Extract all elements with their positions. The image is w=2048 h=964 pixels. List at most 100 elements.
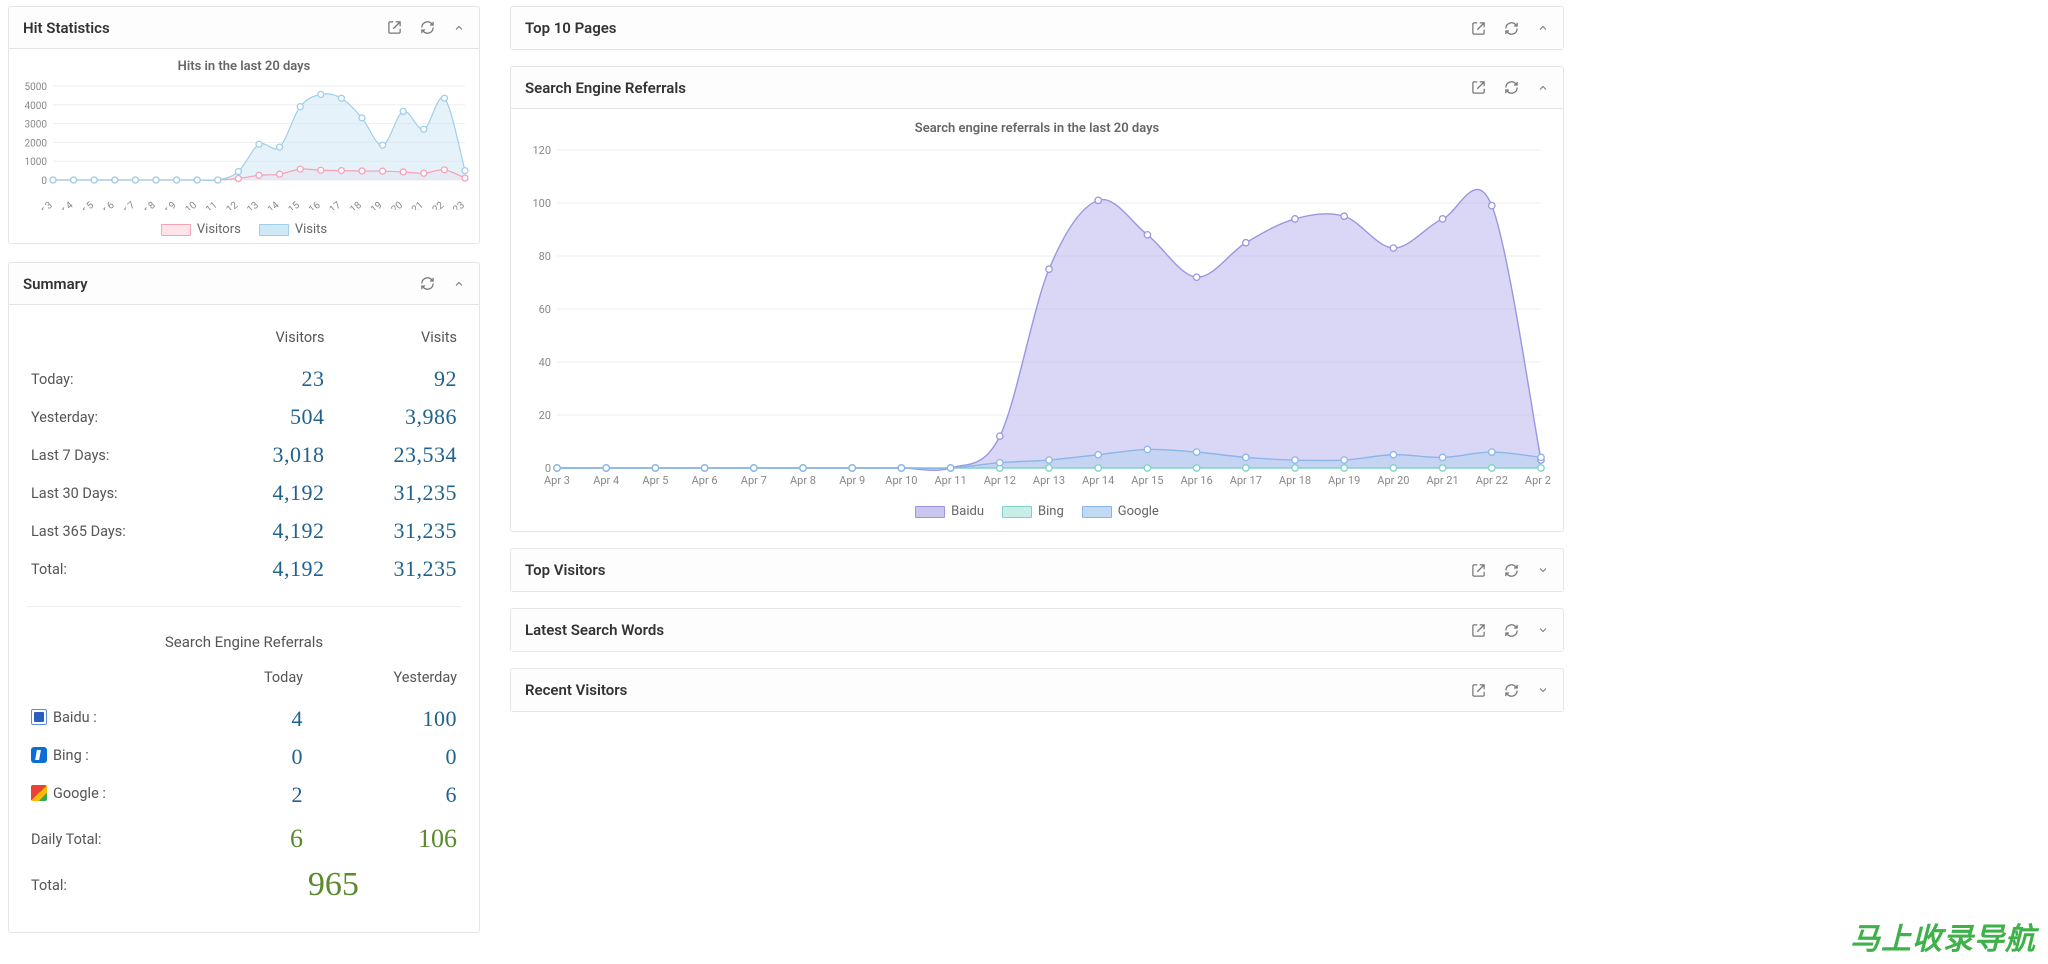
ser-subtitle: Search Engine Referrals bbox=[27, 633, 461, 651]
summary-panel: Summary Visitors Visits Today:2392Yester… bbox=[8, 262, 480, 933]
summary-row: Last 30 Days:4,19231,235 bbox=[27, 474, 461, 512]
svg-text:Apr 3: Apr 3 bbox=[544, 474, 570, 487]
summary-row-visitors: 4,192 bbox=[217, 550, 328, 588]
latest-search-words-title: Latest Search Words bbox=[525, 621, 1471, 639]
expand-icon[interactable] bbox=[1537, 624, 1549, 636]
collapse-icon[interactable] bbox=[1537, 22, 1549, 34]
external-link-icon[interactable] bbox=[1471, 80, 1486, 95]
summary-col-visits: Visits bbox=[329, 323, 462, 360]
refresh-icon[interactable] bbox=[1504, 563, 1519, 578]
google-icon bbox=[31, 785, 47, 801]
engine-label: Baidu : bbox=[27, 700, 206, 738]
collapse-icon[interactable] bbox=[1537, 82, 1549, 94]
hit-chart-container: Hits in the last 20 days 010002000300040… bbox=[9, 49, 479, 243]
svg-text:60: 60 bbox=[539, 303, 551, 316]
refresh-icon[interactable] bbox=[420, 276, 435, 291]
legend-bing: Bing bbox=[1038, 504, 1064, 519]
summary-row: Last 7 Days:3,01823,534 bbox=[27, 436, 461, 474]
svg-text:80: 80 bbox=[539, 250, 551, 263]
hit-chart: 010002000300040005000Apr 3Apr 4Apr 5Apr … bbox=[19, 80, 471, 210]
svg-text:Apr 12: Apr 12 bbox=[984, 474, 1016, 487]
collapse-icon[interactable] bbox=[453, 278, 465, 290]
svg-text:4000: 4000 bbox=[25, 101, 48, 112]
engine-row: Baidu :4100 bbox=[27, 700, 461, 738]
daily-total-row: Daily Total: 6 106 bbox=[27, 814, 461, 860]
latest-search-words-panel: Latest Search Words bbox=[510, 608, 1564, 652]
summary-row-visits: 3,986 bbox=[329, 398, 462, 436]
svg-text:Apr 11: Apr 11 bbox=[935, 474, 967, 487]
top10-header: Top 10 Pages bbox=[511, 7, 1563, 49]
ser-chart-legend: Baidu Bing Google bbox=[525, 504, 1549, 519]
daily-total-yesterday: 106 bbox=[307, 814, 461, 860]
refresh-icon[interactable] bbox=[420, 20, 435, 35]
svg-text:Apr 13: Apr 13 bbox=[1033, 474, 1065, 487]
daily-total-today: 6 bbox=[206, 814, 307, 860]
svg-text:Apr 17: Apr 17 bbox=[1230, 474, 1262, 487]
svg-text:Apr 9: Apr 9 bbox=[839, 474, 865, 487]
ser-table: Today Yesterday Baidu :4100Bing :00Googl… bbox=[27, 663, 461, 910]
svg-text:Apr 10: Apr 10 bbox=[885, 474, 917, 487]
engine-today: 2 bbox=[206, 776, 307, 814]
summary-row-visits: 92 bbox=[329, 360, 462, 398]
hit-chart-legend: Visitors Visits bbox=[19, 222, 469, 237]
engine-yesterday: 100 bbox=[307, 700, 461, 738]
external-link-icon[interactable] bbox=[387, 20, 402, 35]
engine-yesterday: 6 bbox=[307, 776, 461, 814]
summary-row-visitors: 4,192 bbox=[217, 474, 328, 512]
svg-text:Apr 3: Apr 3 bbox=[30, 200, 55, 210]
external-link-icon[interactable] bbox=[1471, 563, 1486, 578]
svg-text:100: 100 bbox=[532, 197, 551, 210]
ser-chart: 020406080100120Apr 3Apr 4Apr 5Apr 6Apr 7… bbox=[525, 140, 1551, 492]
watermark: 马上收录导航 bbox=[1850, 914, 2036, 958]
daily-total-label: Daily Total: bbox=[27, 814, 206, 860]
svg-text:Apr 15: Apr 15 bbox=[1131, 474, 1163, 487]
svg-text:120: 120 bbox=[532, 144, 551, 157]
summary-header: Summary bbox=[9, 263, 479, 305]
svg-text:Apr 20: Apr 20 bbox=[1377, 474, 1409, 487]
ser-col-today: Today bbox=[206, 663, 307, 700]
summary-col-visitors: Visitors bbox=[217, 323, 328, 360]
refresh-icon[interactable] bbox=[1504, 21, 1519, 36]
summary-row: Total:4,19231,235 bbox=[27, 550, 461, 588]
expand-icon[interactable] bbox=[1537, 564, 1549, 576]
summary-row-visitors: 4,192 bbox=[217, 512, 328, 550]
svg-text:20: 20 bbox=[539, 409, 551, 422]
engine-row: Bing :00 bbox=[27, 738, 461, 776]
refresh-icon[interactable] bbox=[1504, 623, 1519, 638]
expand-icon[interactable] bbox=[1537, 684, 1549, 696]
svg-text:Apr 18: Apr 18 bbox=[1279, 474, 1311, 487]
latest-search-words-header: Latest Search Words bbox=[511, 609, 1563, 651]
legend-visits: Visits bbox=[295, 222, 327, 237]
external-link-icon[interactable] bbox=[1471, 21, 1486, 36]
summary-row-label: Yesterday: bbox=[27, 398, 217, 436]
svg-text:2000: 2000 bbox=[25, 138, 48, 149]
svg-text:Apr 21: Apr 21 bbox=[1427, 474, 1459, 487]
summary-row-label: Last 7 Days: bbox=[27, 436, 217, 474]
summary-row: Today:2392 bbox=[27, 360, 461, 398]
hit-statistics-title: Hit Statistics bbox=[23, 19, 387, 37]
refresh-icon[interactable] bbox=[1504, 683, 1519, 698]
summary-row-label: Last 30 Days: bbox=[27, 474, 217, 512]
summary-table: Visitors Visits Today:2392Yesterday:5043… bbox=[27, 323, 461, 588]
svg-text:Apr 6: Apr 6 bbox=[692, 474, 718, 487]
summary-row-visitors: 3,018 bbox=[217, 436, 328, 474]
external-link-icon[interactable] bbox=[1471, 683, 1486, 698]
svg-text:Apr 23: Apr 23 bbox=[1525, 474, 1551, 487]
top-visitors-panel: Top Visitors bbox=[510, 548, 1564, 592]
engine-yesterday: 0 bbox=[307, 738, 461, 776]
engine-label: Google : bbox=[27, 776, 206, 814]
summary-row-label: Total: bbox=[27, 550, 217, 588]
summary-row-visitors: 504 bbox=[217, 398, 328, 436]
summary-row-visits: 31,235 bbox=[329, 550, 462, 588]
collapse-icon[interactable] bbox=[453, 22, 465, 34]
external-link-icon[interactable] bbox=[1471, 623, 1486, 638]
bing-icon bbox=[31, 747, 47, 763]
ser-panel: Search Engine Referrals Search engine re… bbox=[510, 66, 1564, 532]
summary-row-visits: 23,534 bbox=[329, 436, 462, 474]
refresh-icon[interactable] bbox=[1504, 80, 1519, 95]
legend-baidu: Baidu bbox=[951, 504, 984, 519]
summary-row-visitors: 23 bbox=[217, 360, 328, 398]
svg-text:Apr 4: Apr 4 bbox=[593, 474, 619, 487]
grand-total-label: Total: bbox=[27, 860, 206, 910]
hit-statistics-header: Hit Statistics bbox=[9, 7, 479, 49]
